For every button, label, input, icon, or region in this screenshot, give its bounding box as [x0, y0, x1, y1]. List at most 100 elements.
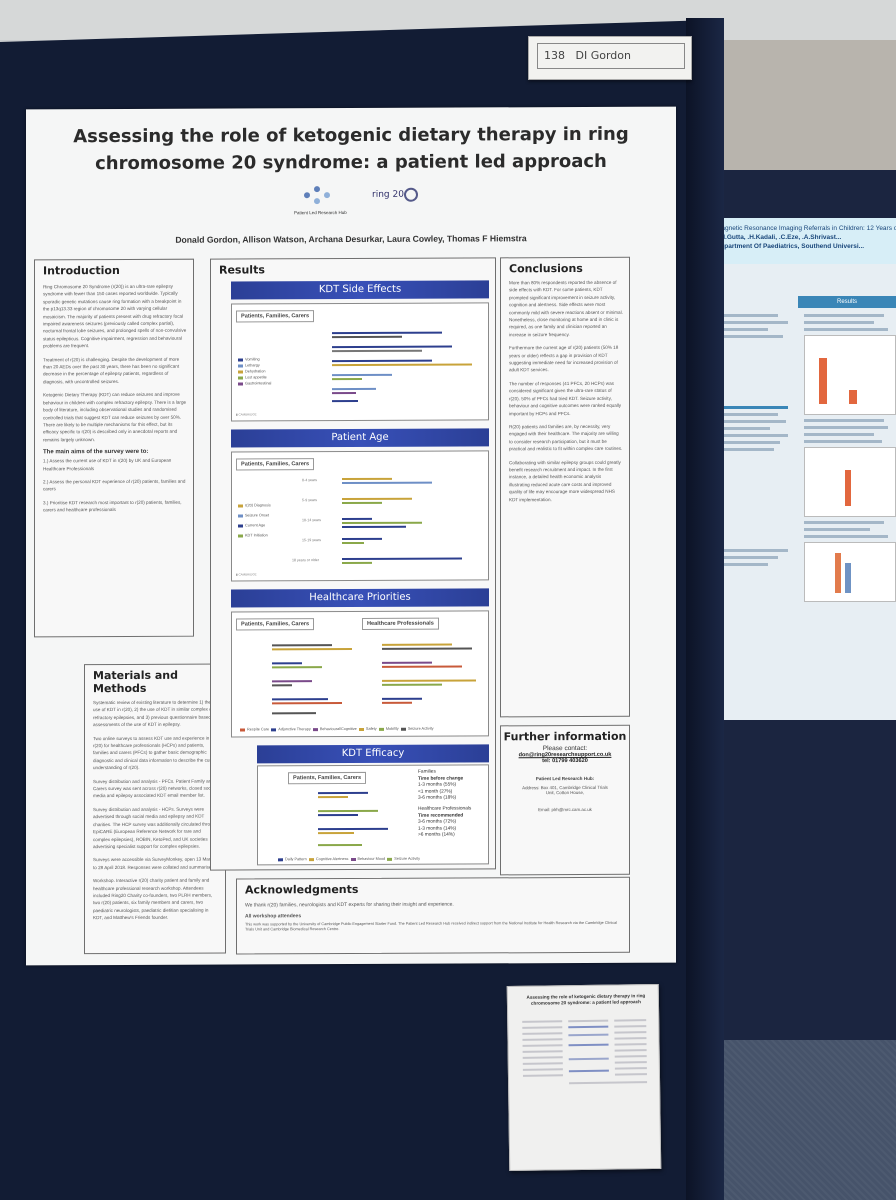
legend-item: Seizure Onset: [238, 510, 271, 520]
legend-item: Cognitive Alertness: [308, 857, 348, 861]
bar: [382, 701, 412, 704]
bar: [342, 517, 372, 521]
poster-title: Assessing the role of ketogenic dietary …: [73, 123, 629, 175]
neighbour-results-banner: Results: [798, 296, 896, 308]
priorities-bars-hcp: [232, 611, 488, 704]
healthcare-priorities-banner: Healthcare Priorities: [231, 588, 489, 608]
bar: [332, 331, 442, 335]
aims-heading: The main aims of the survey were to:: [43, 449, 149, 456]
bar: [332, 349, 422, 353]
conclusion-paragraph-5: Collaborating with similar epilepsy grou…: [509, 459, 621, 502]
bar: [272, 680, 312, 683]
bar: [332, 373, 392, 377]
bar: [272, 684, 292, 687]
bar: [332, 399, 358, 403]
further-info-panel: Further information Please contact: don@…: [500, 724, 630, 876]
patient-age-chart: Patients, Families, Carers r(20) Diagnos…: [231, 450, 489, 582]
bar: [318, 809, 378, 813]
aim-3: 3.) Prioritise KDT research most importa…: [43, 499, 182, 513]
presenter-name: DI Gordon: [575, 49, 631, 62]
handout-title: Assessing the role of ketogenic dietary …: [526, 993, 646, 1006]
bar: [272, 698, 328, 701]
board-edge: [686, 18, 724, 1200]
efficacy-legend: Daily Pattern Cognitive Alertness Behavi…: [278, 856, 420, 863]
conclusion-paragraph-4: R(20) patients and families are, by nece…: [509, 423, 623, 452]
healthcare-priorities-chart: Patients, Families, Carers Healthcare Pr…: [231, 610, 489, 738]
bar: [332, 377, 362, 381]
priorities-tab-hcp: Healthcare Professionals: [362, 617, 439, 630]
results-heading: Results: [219, 263, 265, 277]
legend-item: r(20) Diagnosis: [238, 500, 271, 510]
bar: [382, 683, 442, 686]
aim-2: 2.) Assess the personal KDT experience o…: [43, 478, 186, 492]
introduction-paragraph-2: Treatment of r(20) is challenging. Despi…: [43, 356, 180, 385]
bar: [318, 813, 358, 817]
bar: [382, 643, 452, 646]
bar: [382, 661, 432, 664]
bar: [382, 665, 462, 668]
bar: [272, 644, 332, 647]
bar: [318, 796, 348, 799]
side-effects-legend: Vomiting Lethargy Dehydration Lost appet…: [238, 356, 271, 386]
carpet-floor: [690, 1030, 896, 1200]
ack-line-1: We thank r(20) families, neurologists an…: [245, 901, 454, 909]
conclusion-paragraph-3: The number of responses (41 PFCs, 20 HCP…: [509, 380, 622, 416]
method-6: Workshop. Interactive r(20) charity pati…: [93, 877, 213, 921]
neighbour-poster-header: Magnetic Resonance Imaging Referrals in …: [702, 218, 896, 264]
bar: [342, 561, 372, 565]
acknowledgments-heading: Acknowledgments: [245, 882, 359, 897]
neighbour-title-line-3: Department Of Paediatrics, Southend Univ…: [716, 243, 865, 250]
aim-1: 1.) Assess the current use of KDT in r(2…: [43, 457, 172, 471]
efficacy-tab: Patients, Families, Carers: [288, 771, 367, 785]
poster-number: 138: [544, 49, 565, 62]
contact-phone: tel: 01799 403620: [542, 757, 588, 765]
legend-item: Mobility: [378, 727, 399, 731]
age-category-label: 0-4 years: [302, 478, 317, 483]
bar: [332, 391, 356, 395]
age-category-label: 18 years or older: [292, 558, 319, 563]
method-1: Systematic review of existing literature…: [93, 699, 219, 728]
legend-item: Daily Pattern: [278, 857, 307, 861]
bar: [342, 477, 392, 481]
bar: [332, 387, 376, 391]
legend-item: Respite Care: [240, 727, 269, 731]
bar: [318, 827, 388, 831]
legend-item: Behavioural/Cognitive: [312, 727, 357, 731]
methods-panel: Materials and Methods Systematic review …: [84, 663, 226, 955]
bar: [382, 697, 422, 700]
further-info-heading: Further information: [503, 729, 627, 744]
university-logo: ▮ CAMBRIDGE: [236, 572, 257, 577]
introduction-heading: Introduction: [43, 264, 120, 278]
side-effects-tab: Patients, Families, Carers: [236, 310, 315, 323]
priorities-tab-pfc: Patients, Families, Carers: [236, 618, 315, 631]
age-category-label: 5-9 years: [302, 498, 317, 503]
legend-item: Current Age: [238, 520, 271, 530]
method-5: Surveys were accessible via SurveyMonkey…: [93, 856, 216, 870]
bar: [318, 843, 362, 847]
patient-age-tab: Patients, Families, Carers: [236, 458, 315, 471]
research-poster: Assessing the role of ketogenic dietary …: [26, 106, 676, 966]
bar: [342, 557, 462, 561]
conclusion-paragraph-1: More than 80% respondents reported the a…: [509, 279, 623, 338]
methods-heading: Materials and Methods: [93, 668, 178, 696]
conclusion-paragraph-2: Furthermore the current age of r(20) pat…: [509, 345, 619, 373]
poster-handout[interactable]: Assessing the role of ketogenic dietary …: [506, 983, 662, 1172]
bar: [342, 497, 412, 501]
legend-item: Seizure Activity: [387, 857, 420, 861]
acknowledgments-panel: Acknowledgments We thank r(20) families,…: [236, 876, 630, 955]
research-hub-logo-icon: [304, 186, 334, 206]
bar: [272, 647, 352, 651]
age-category-label: 15-19 years: [302, 538, 321, 543]
hub-email: Email: plrh@mrc.cam.ac.uk: [538, 806, 592, 813]
conclusions-heading: Conclusions: [509, 261, 583, 276]
research-hub-logo-text: Patient Led Research Hub: [294, 210, 347, 216]
age-category-label: 10-14 years: [302, 518, 321, 523]
neighbour-poster: Magnetic Resonance Imaging Referrals in …: [702, 218, 896, 720]
priorities-legend: Respite Care Adjunctive Therapy Behaviou…: [240, 726, 434, 733]
legend-item: Behaviour Mood: [350, 857, 385, 861]
ring20-logo-text: ring 20: [372, 189, 404, 200]
side-effects-bars: [232, 303, 488, 403]
introduction-paragraph-1: Ring Chromosome 20 Syndrome (r(20)) is a…: [43, 283, 187, 349]
bar: [332, 363, 472, 367]
bar: [332, 335, 402, 339]
